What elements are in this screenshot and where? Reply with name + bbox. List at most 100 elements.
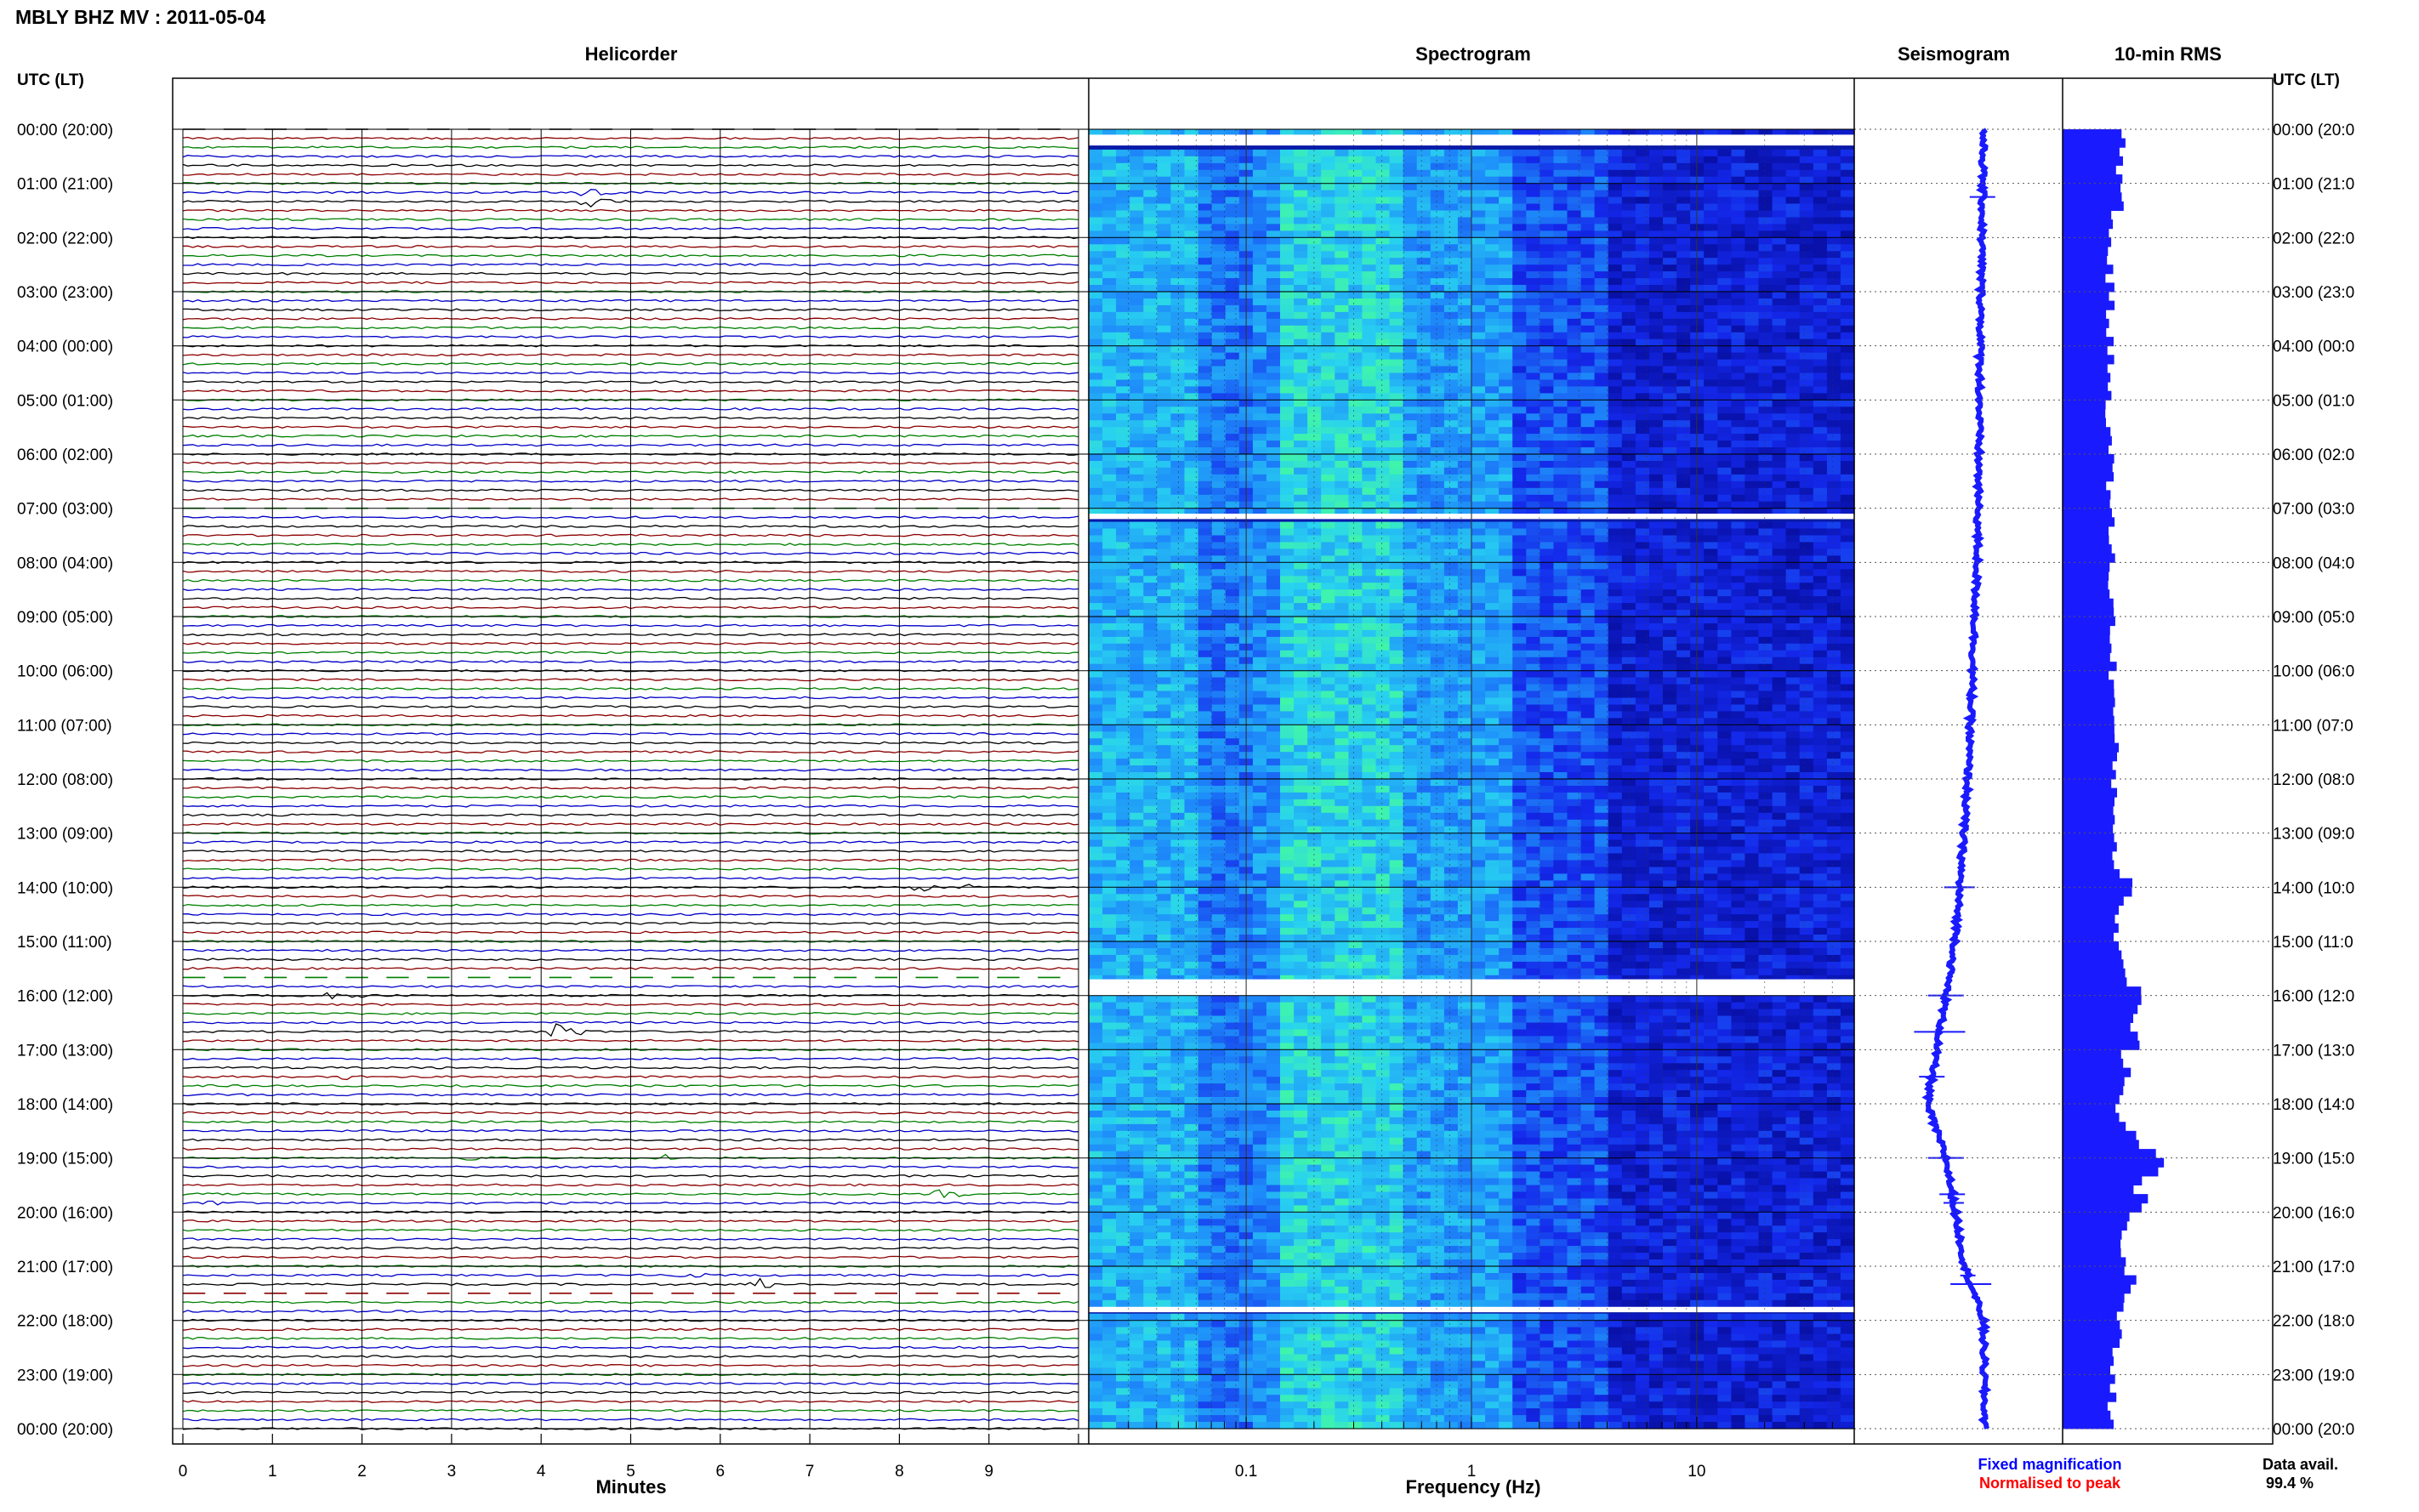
spectrogram-cell <box>1704 704 1718 712</box>
spectrogram-cell <box>1785 549 1801 556</box>
spectrogram-cell <box>1648 617 1664 624</box>
spectrogram-cell <box>1485 338 1500 347</box>
spectrogram-cell <box>1294 366 1308 373</box>
spectrogram-cell <box>1143 677 1158 685</box>
spectrogram-cell <box>1772 304 1787 313</box>
spectrogram-cell <box>1143 610 1158 617</box>
spectrogram-cell <box>1471 549 1486 556</box>
spectrogram-cell <box>1280 542 1295 549</box>
spectrogram-cell <box>1826 562 1841 570</box>
spectrogram-cell <box>1335 617 1349 624</box>
spectrogram-cell <box>1170 474 1186 482</box>
spectrogram-cell <box>1307 338 1322 347</box>
spectrogram-cell <box>1130 447 1144 455</box>
spectrogram-cell <box>1704 230 1718 238</box>
spectrogram-cell <box>1457 657 1472 665</box>
spectrogram-cell <box>1840 304 1855 313</box>
spectrogram-cell <box>1252 420 1267 428</box>
spectrogram-cell <box>1321 386 1335 394</box>
spectrogram-cell <box>1567 663 1582 672</box>
spectrogram-cell <box>1813 535 1828 543</box>
spectrogram-cell <box>1198 304 1213 313</box>
spectrogram-cell <box>1348 311 1363 320</box>
spectrogram-cell <box>1635 169 1650 178</box>
spectrogram-cell <box>1211 583 1227 590</box>
spectrogram-cell <box>1648 576 1664 583</box>
spectrogram-cell <box>1457 725 1472 732</box>
spectrogram-cell <box>1594 441 1609 448</box>
spectrogram-cell <box>1676 643 1691 651</box>
spectrogram-cell <box>1294 583 1308 590</box>
spectrogram-cell <box>1580 359 1596 367</box>
spectrogram-cell <box>1143 304 1158 313</box>
spectrogram-cell <box>1211 461 1227 469</box>
spectrogram-cell <box>1704 298 1718 306</box>
spectrogram-cell <box>1102 731 1117 739</box>
spectrogram-cell <box>1198 230 1213 238</box>
spectrogram-cell <box>1704 183 1718 191</box>
spectrogram-cell <box>1594 271 1609 279</box>
spectrogram-cell <box>1745 311 1760 320</box>
spectrogram-cell <box>1648 731 1664 739</box>
spectrogram-cell <box>1676 474 1691 482</box>
spectrogram-cell <box>1799 677 1814 685</box>
spectrogram-cell <box>1170 379 1186 387</box>
spectrogram-cell <box>1663 183 1677 191</box>
spectrogram-cell <box>1321 325 1335 333</box>
spectrogram-cell <box>1512 596 1527 604</box>
spectrogram-cell <box>1252 535 1267 543</box>
spectrogram-cell <box>1512 454 1527 462</box>
spectrogram-cell <box>1389 183 1404 191</box>
spectrogram-cell <box>1840 332 1855 340</box>
spectrogram-cell <box>1307 264 1322 272</box>
spectrogram-cell <box>1704 278 1718 286</box>
spectrogram-cell <box>1840 461 1855 469</box>
spectrogram-cell <box>1389 697 1404 705</box>
spectrogram-cell <box>1348 555 1363 563</box>
spectrogram-cell <box>1621 549 1636 556</box>
spectrogram-cell <box>1621 461 1636 469</box>
spectrogram-cell <box>1731 271 1746 279</box>
spectrogram-cell <box>1526 501 1540 509</box>
spectrogram-cell <box>1375 338 1391 347</box>
spectrogram-cell <box>1089 413 1103 421</box>
spectrogram-cell <box>1157 589 1172 597</box>
spectrogram-cell <box>1416 542 1431 549</box>
spectrogram-cell <box>1335 258 1349 265</box>
spectrogram-cell <box>1485 697 1500 705</box>
spectrogram-cell <box>1731 318 1746 327</box>
spectrogram-cell <box>1403 542 1418 549</box>
spectrogram-cell <box>1403 501 1418 509</box>
spectrogram-cell <box>1772 149 1787 157</box>
spectrogram-cell <box>1772 176 1787 185</box>
spectrogram-cell <box>1471 454 1486 462</box>
spectrogram-cell <box>1608 420 1623 428</box>
spectrogram-cell <box>1143 461 1158 469</box>
spectrogram-cell <box>1594 379 1609 387</box>
spectrogram-cell <box>1717 501 1732 509</box>
spectrogram-cell <box>1362 298 1377 306</box>
spectrogram-cell <box>1375 183 1391 191</box>
spectrogram-cell <box>1130 461 1144 469</box>
spectrogram-cell <box>1157 386 1172 394</box>
spectrogram-cell <box>1758 149 1773 157</box>
spectrogram-cell <box>1157 501 1172 509</box>
spectrogram-cell <box>1157 474 1172 482</box>
spectrogram-cell <box>1307 677 1322 685</box>
spectrogram-cell <box>1389 663 1404 672</box>
spectrogram-cell <box>1540 731 1555 739</box>
spectrogram-cell <box>1512 610 1527 617</box>
spectrogram-cell <box>1143 190 1158 197</box>
spectrogram-cell <box>1745 589 1760 597</box>
spectrogram-cell <box>1745 441 1760 448</box>
spectrogram-cell <box>1663 264 1677 272</box>
spectrogram-cell <box>1348 434 1363 441</box>
spectrogram-cell <box>1198 359 1213 367</box>
spectrogram-cell <box>1321 196 1335 204</box>
spectrogram-cell <box>1335 129 1349 137</box>
spectrogram-cell <box>1704 697 1718 705</box>
spectrogram-cell <box>1471 610 1486 617</box>
spectrogram-cell <box>1348 400 1363 407</box>
spectrogram-cell <box>1799 230 1814 238</box>
spectrogram-cell <box>1294 258 1308 265</box>
